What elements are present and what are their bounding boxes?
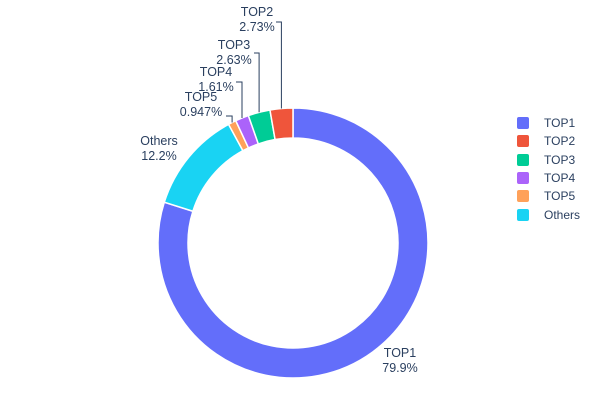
slice-label-TOP4: TOP4 1.61%	[198, 65, 233, 95]
leader-line-TOP2	[276, 21, 282, 109]
legend-swatch-TOP1	[517, 117, 529, 130]
legend-swatch-TOP5	[517, 190, 529, 203]
slice-label-name: TOP1	[383, 346, 417, 360]
slice-label-Others: Others 12.2%	[140, 134, 178, 164]
legend: TOP1 TOP2 TOP3 TOP4 TOP5 Others	[517, 114, 580, 224]
slice-label-TOP2: TOP2 2.73%	[239, 5, 274, 35]
pie-slice-TOP2[interactable]	[269, 107, 294, 141]
pie-slice-TOP1[interactable]	[157, 107, 429, 379]
slice-label-TOP1: TOP1 79.9%	[382, 346, 417, 376]
slice-label-name: Others	[140, 134, 178, 148]
legend-label: TOP2	[544, 134, 576, 149]
legend-swatch-TOP3	[517, 153, 529, 166]
slice-label-percent: 1.61%	[198, 80, 234, 94]
leader-line-TOP4	[236, 81, 243, 118]
legend-item-Others[interactable]: Others	[517, 205, 580, 223]
slice-label-TOP5: TOP5 0.947%	[180, 90, 222, 120]
legend-item-TOP3[interactable]: TOP3	[517, 151, 580, 169]
legend-item-TOP4[interactable]: TOP4	[517, 169, 580, 187]
legend-item-TOP5[interactable]: TOP5	[517, 187, 580, 205]
slice-label-percent: 2.73%	[239, 20, 275, 34]
legend-swatch-TOP4	[517, 172, 529, 185]
slice-label-name: TOP3	[217, 38, 251, 52]
legend-item-TOP1[interactable]: TOP1	[517, 114, 580, 132]
slice-label-name: TOP2	[240, 5, 274, 19]
leader-line-TOP3	[254, 52, 260, 113]
slice-label-percent: 0.947%	[179, 105, 223, 119]
slice-label-percent: 12.2%	[141, 149, 177, 163]
slice-label-name: TOP5	[184, 90, 218, 104]
legend-label: TOP3	[544, 152, 576, 167]
legend-label: TOP5	[544, 189, 576, 204]
slice-label-TOP3: TOP3 2.63%	[216, 38, 251, 68]
slice-label-percent: 79.9%	[382, 361, 418, 375]
legend-label: TOP4	[544, 171, 576, 186]
slice-label-percent: 2.63%	[216, 53, 252, 67]
leader-line-TOP5	[226, 115, 233, 123]
legend-swatch-TOP2	[517, 135, 529, 148]
legend-item-TOP2[interactable]: TOP2	[517, 132, 580, 150]
legend-label: TOP1	[544, 116, 576, 131]
legend-label: Others	[544, 207, 581, 222]
legend-swatch-Others	[517, 208, 529, 221]
slice-label-name: TOP4	[199, 65, 233, 79]
